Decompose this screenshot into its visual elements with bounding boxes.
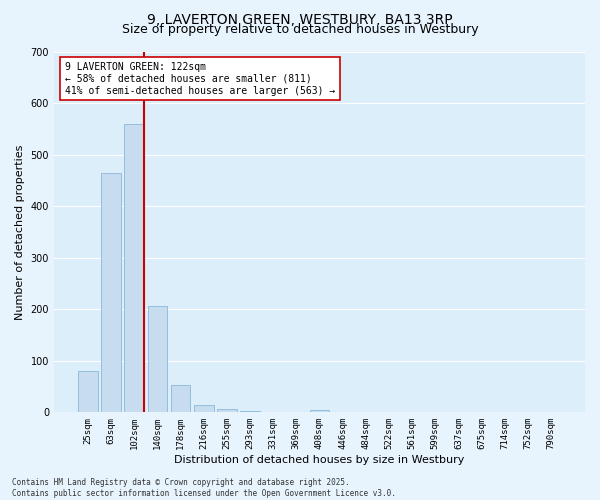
Bar [78,371,98,412]
Text: 9 LAVERTON GREEN: 122sqm
← 58% of detached houses are smaller (811)
41% of semi-: 9 LAVERTON GREEN: 122sqm ← 58% of detach… [65,62,335,96]
Text: Contains HM Land Registry data © Crown copyright and database right 2025.
Contai: Contains HM Land Registry data © Crown c… [12,478,396,498]
Bar [310,410,329,412]
Bar [194,405,214,412]
X-axis label: Distribution of detached houses by size in Westbury: Distribution of detached houses by size … [174,455,464,465]
Bar [124,124,144,412]
Text: 9, LAVERTON GREEN, WESTBURY, BA13 3RP: 9, LAVERTON GREEN, WESTBURY, BA13 3RP [147,12,453,26]
Bar [170,385,190,412]
Bar [148,306,167,412]
Bar [101,172,121,412]
Y-axis label: Number of detached properties: Number of detached properties [15,144,25,320]
Text: Size of property relative to detached houses in Westbury: Size of property relative to detached ho… [122,22,478,36]
Bar [217,408,236,412]
